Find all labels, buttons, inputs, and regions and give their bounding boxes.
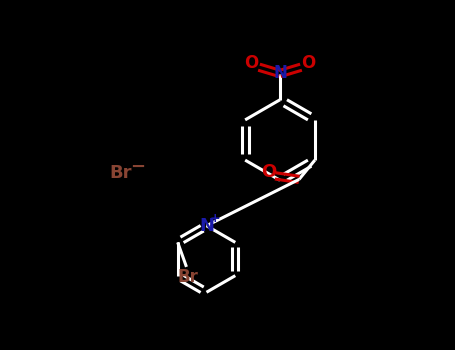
Text: O: O [244,54,258,72]
Text: N: N [199,217,214,235]
Text: Br: Br [178,268,199,286]
Text: O: O [261,163,276,181]
Text: Br: Br [110,164,132,182]
Text: −: − [130,158,145,176]
Text: N: N [273,64,287,83]
Text: O: O [302,54,316,72]
Text: +: + [210,211,221,225]
